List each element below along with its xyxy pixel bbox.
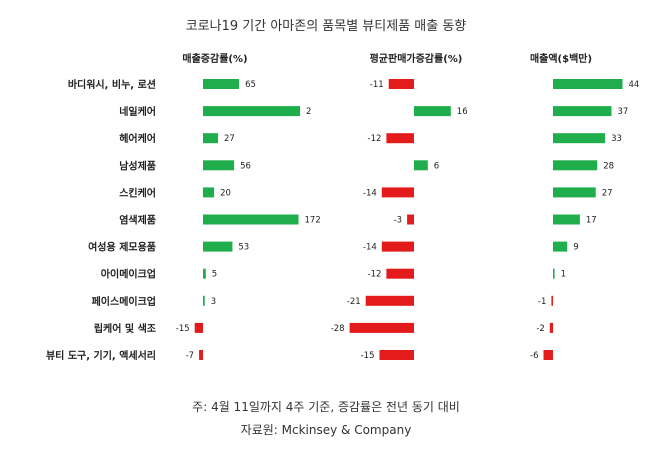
panel-title-3: 매출액($백만) [530,52,592,65]
data-label: 65 [245,80,256,90]
bar [553,133,606,144]
bar [551,295,553,306]
source-note: 자료원: Mckinsey & Company [241,423,412,437]
bar [203,160,235,171]
data-label: -12 [368,270,382,280]
data-label: 5 [212,270,217,280]
category-label: 남성제품 [119,159,156,172]
bar [194,322,203,333]
category-label: 바디워시, 비누, 로션 [68,78,156,91]
bar [203,241,233,252]
bar [381,241,414,252]
bar [349,322,414,333]
bar [386,133,414,144]
bar [203,79,240,89]
panel-title-1: 매출증감률(%) [182,52,247,65]
data-label: -7 [186,351,194,361]
data-label: -12 [368,134,382,144]
data-label: -15 [361,351,375,361]
bar [553,79,623,89]
data-label: -28 [331,324,345,334]
bar [553,241,568,252]
bar [553,106,612,117]
data-label: 20 [220,188,231,198]
bar [203,133,218,144]
data-label: 27 [602,188,613,198]
data-label: 44 [629,80,640,90]
data-label: 2 [306,107,311,117]
data-label: -21 [347,297,361,307]
bar [365,295,414,306]
bar [203,106,300,117]
data-label: 9 [573,243,578,253]
category-label: 스킨케어 [119,186,156,199]
bar [379,350,414,360]
data-label: 17 [586,216,597,226]
category-label: 아이메이크업 [101,268,156,281]
category-label: 페이스메이크업 [92,295,156,308]
bar [199,350,203,360]
data-label: 172 [305,216,321,226]
bar [549,322,553,333]
data-label: 3 [211,297,216,307]
category-label: 네일케어 [119,105,156,118]
panel-title-2: 평균판매가증감률(%) [370,52,463,65]
bar [553,160,598,171]
data-label: -3 [394,216,402,226]
bar [553,187,596,198]
data-label: -11 [370,80,384,90]
bar [388,79,414,89]
category-label: 헤어케어 [119,132,156,145]
bar [203,214,299,225]
data-label: 33 [611,134,622,144]
data-label: 28 [603,161,614,171]
bar [407,214,414,225]
data-label: -6 [530,351,538,361]
chart-title: 코로나19 기간 아마존의 품목별 뷰티제품 매출 동향 [186,19,467,34]
category-label: 뷰티 도구, 기기, 액세서리 [46,349,156,362]
bar [386,268,414,279]
data-label: -1 [538,297,546,307]
data-label: 27 [224,134,235,144]
bar [381,187,414,198]
bar [553,214,580,225]
data-label: -15 [176,324,190,334]
bar [203,187,215,198]
data-label: 6 [434,161,439,171]
bar [203,268,206,279]
category-label: 립케어 및 색조 [94,322,156,335]
data-label: -2 [536,324,544,334]
data-label: 1 [561,270,566,280]
data-label: 16 [457,107,468,117]
data-label: -14 [363,188,377,198]
footnote: 주: 4월 11일까지 4주 기준, 증감률은 전년 동기 대비 [192,400,460,414]
bar [414,160,428,171]
data-label: 56 [240,161,251,171]
data-label: -14 [363,243,377,253]
bar [414,106,451,117]
data-label: 53 [238,243,249,253]
bar [553,268,555,279]
category-label: 여성용 제모용품 [88,241,156,254]
data-label: 37 [618,107,629,117]
category-label: 염색제품 [119,214,156,227]
bar [203,295,205,306]
bar [543,350,553,360]
